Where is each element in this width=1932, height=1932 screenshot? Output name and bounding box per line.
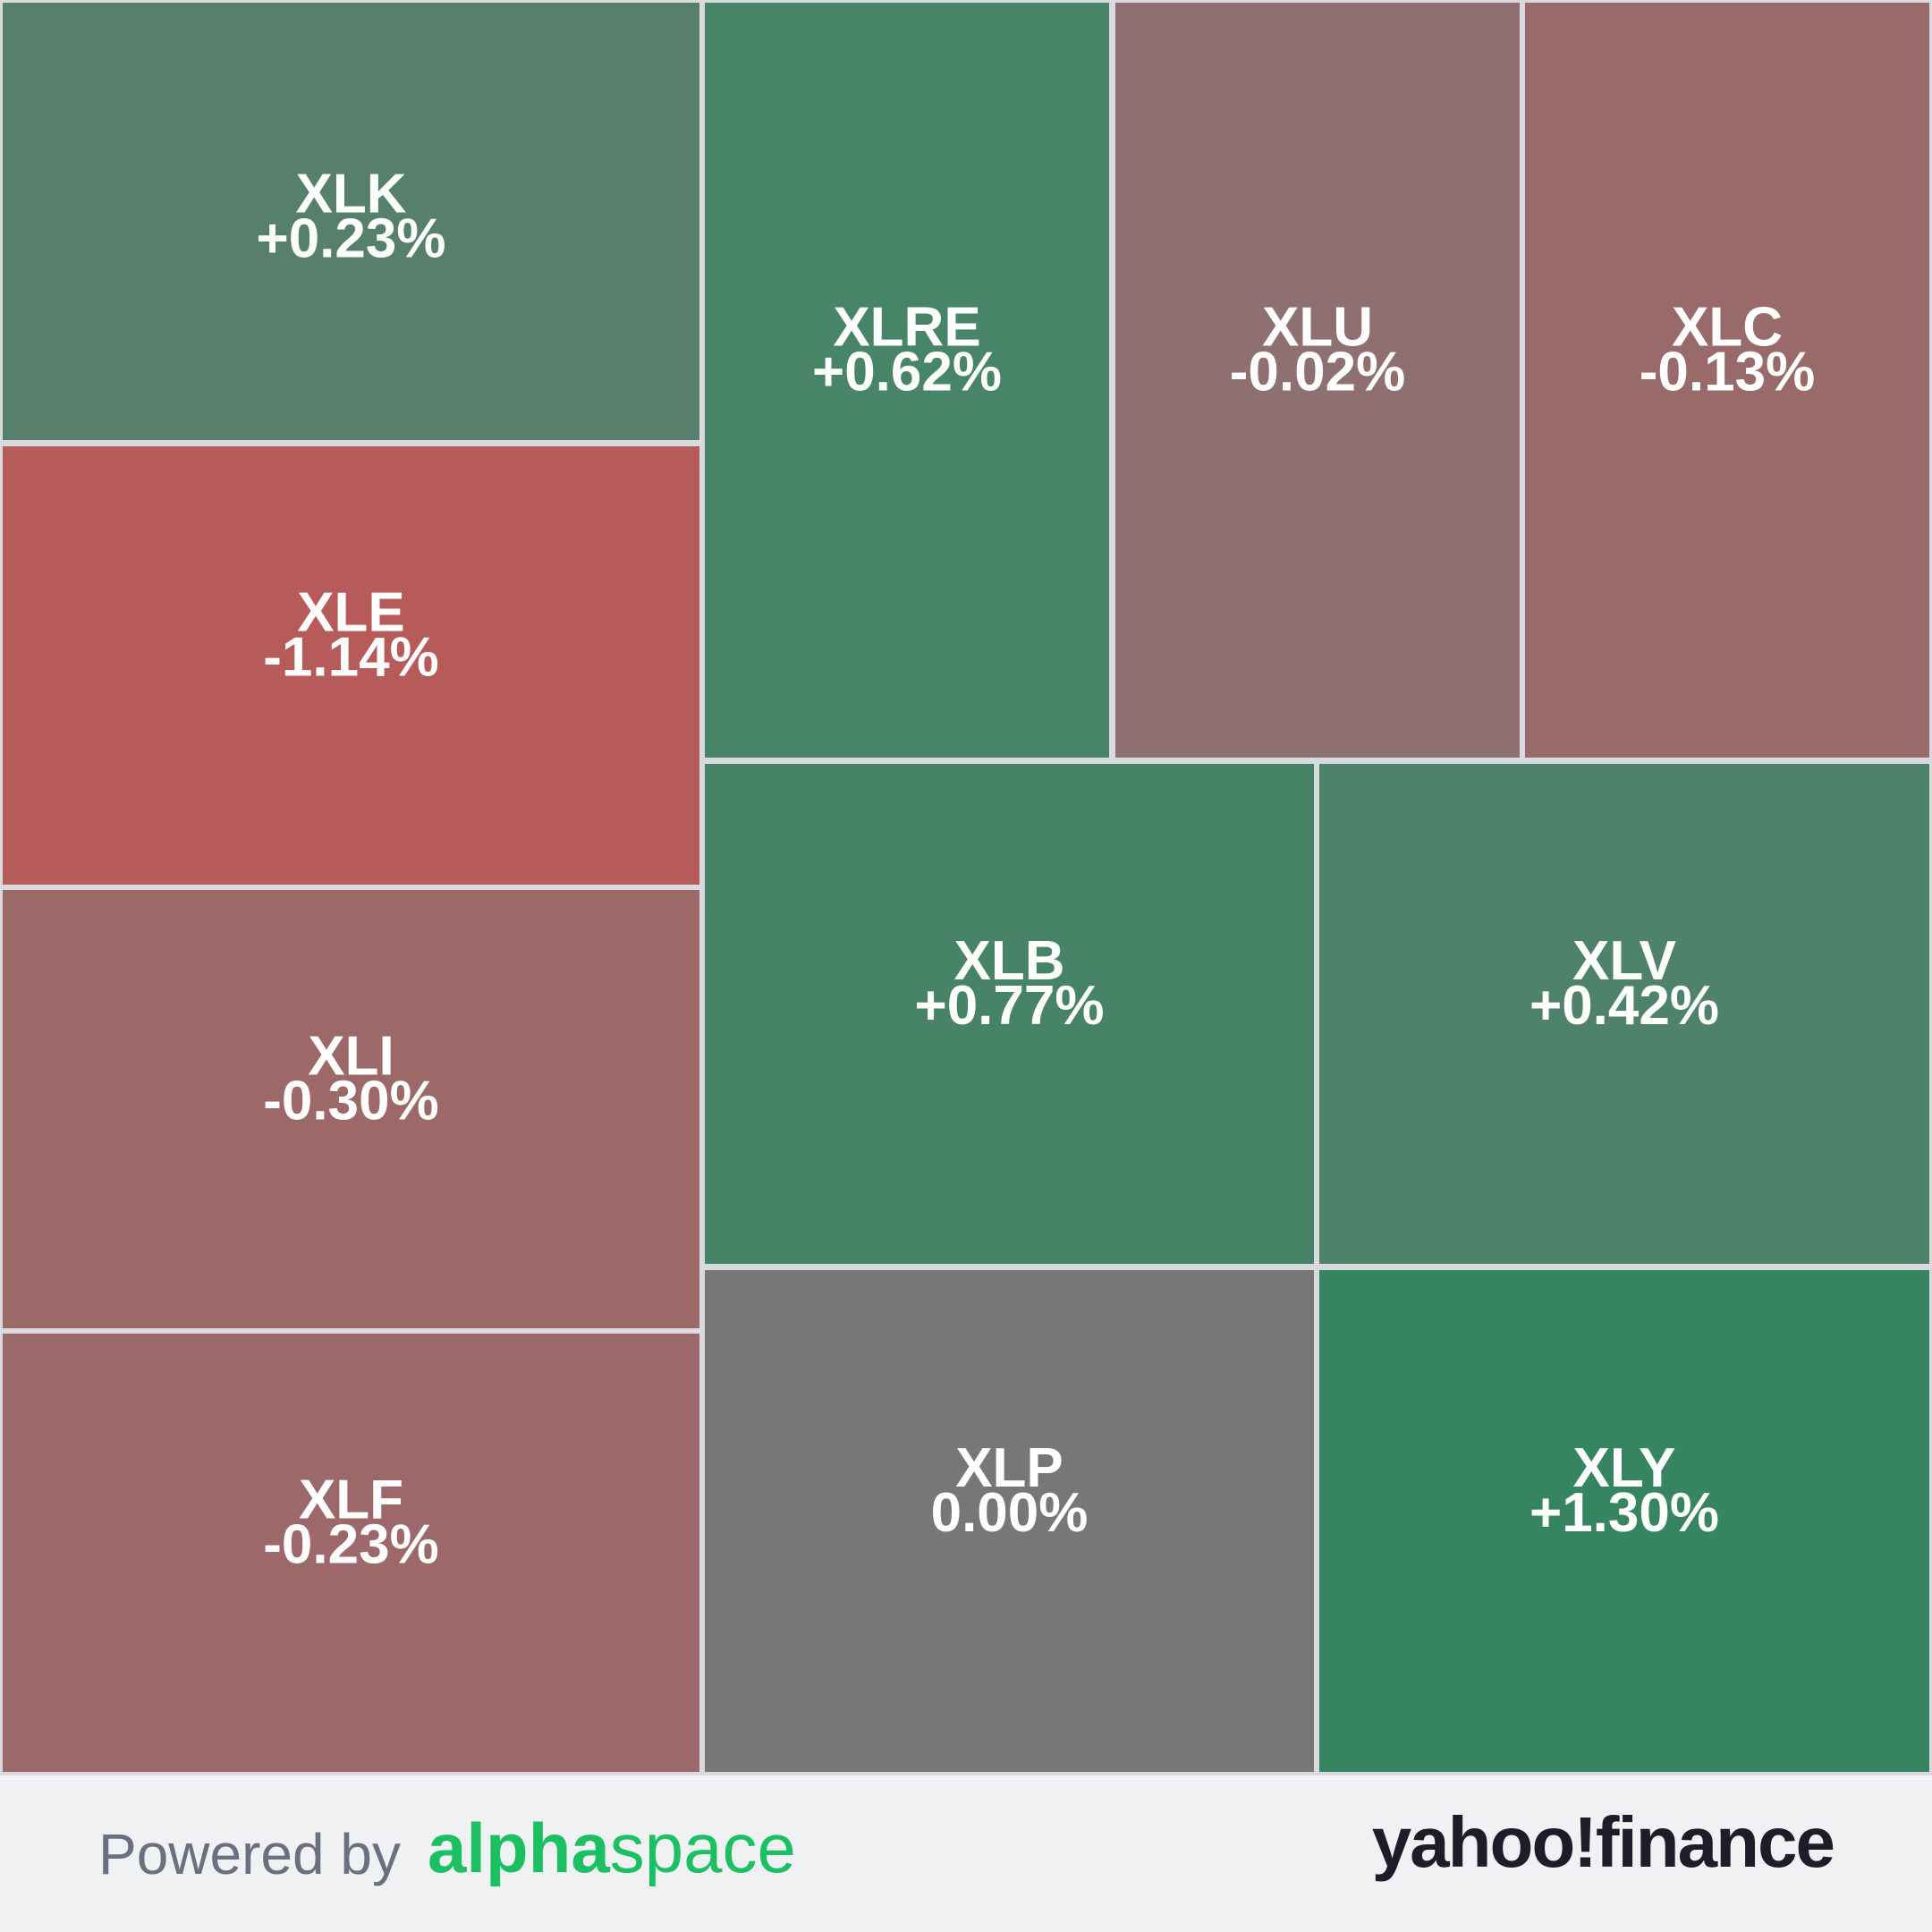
brand: alphaspace: [428, 1809, 796, 1887]
tile-ticker: XLK: [296, 163, 407, 225]
tile-value: 0.00%: [931, 1482, 1089, 1544]
tile-ticker: XLI: [308, 1025, 394, 1087]
powered-by: Powered by: [98, 1822, 401, 1886]
brand-light: space: [610, 1809, 796, 1887]
brand-bold: alpha: [428, 1809, 610, 1887]
tile-ticker: XLF: [299, 1469, 403, 1530]
tile-ticker: XLU: [1262, 296, 1373, 358]
tile-ticker: XLE: [297, 581, 405, 643]
tile-value: -0.30%: [263, 1070, 438, 1131]
tile: [3, 1334, 699, 1772]
tile-value: -0.13%: [1640, 341, 1815, 402]
tile: [705, 764, 1314, 1264]
tile-ticker: XLC: [1672, 296, 1783, 358]
tile-value: -0.02%: [1230, 341, 1405, 402]
tile: [3, 3, 699, 440]
footer: [0, 1775, 1932, 1932]
tile-value: +0.62%: [812, 341, 1002, 402]
tile: [1525, 3, 1929, 758]
tile-value: +0.42%: [1530, 975, 1719, 1037]
tile-ticker: XLB: [954, 930, 1065, 992]
tile-ticker: XLY: [1573, 1437, 1676, 1499]
tile: [705, 1270, 1314, 1772]
tile-ticker: XLV: [1572, 930, 1676, 992]
tile: [1319, 764, 1929, 1264]
tile: [1319, 1270, 1929, 1772]
tile-ticker: XLRE: [833, 296, 980, 358]
tile: [1115, 3, 1520, 758]
tile-value: -1.14%: [263, 626, 438, 688]
tile: [3, 890, 699, 1328]
tile: [705, 3, 1109, 758]
tile-value: +1.30%: [1530, 1482, 1719, 1544]
tile-value: +0.23%: [256, 208, 445, 269]
yahoo-finance-logo: yahoo!finance: [1372, 1802, 1834, 1882]
tile: [3, 446, 699, 885]
tile-ticker: XLP: [955, 1437, 1063, 1499]
tile-value: +0.77%: [914, 975, 1104, 1037]
tile-value: -0.23%: [263, 1513, 438, 1575]
